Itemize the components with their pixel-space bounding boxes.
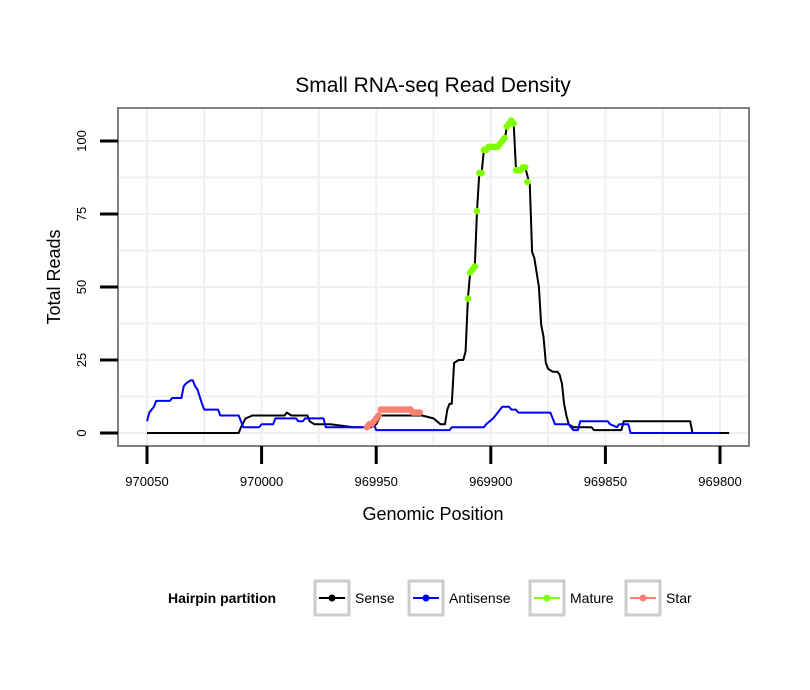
mature-point <box>521 164 529 171</box>
legend-title: Hairpin partition <box>168 590 276 606</box>
legend-item-mature: Mature <box>528 579 614 617</box>
legend-label: Mature <box>570 590 614 606</box>
legend-item-antisense: Antisense <box>407 579 511 617</box>
legend: Hairpin partition Sense Antisense Mature St… <box>168 579 692 617</box>
legend-key-point <box>543 594 551 602</box>
mature-point <box>501 134 508 142</box>
series-layer <box>146 117 730 434</box>
chart-title: Small RNA-seq Read Density <box>295 74 571 97</box>
star-point <box>375 412 382 419</box>
x-tick-label: 970050 <box>125 474 168 489</box>
grid-lines <box>119 109 748 445</box>
y-tick-label: 75 <box>74 207 89 221</box>
legend-item-sense: Sense <box>313 579 395 617</box>
x-tick-label: 970000 <box>240 474 283 489</box>
y-axis-label: Total Reads <box>44 229 64 324</box>
legend-item-star: Star <box>624 579 692 617</box>
series-points-star <box>363 406 424 431</box>
x-tick-label: 969850 <box>584 474 627 489</box>
legend-key-point <box>639 594 647 602</box>
series-points-mature <box>464 117 531 303</box>
x-tick-label: 969900 <box>469 474 512 489</box>
axes: 970050 970000 969950 969900 969850 969800 0 25 5… <box>74 130 742 489</box>
legend-label: Antisense <box>449 590 511 606</box>
x-tick-label: 969800 <box>698 474 741 489</box>
x-axis-label: Genomic Position <box>362 504 503 524</box>
mature-point <box>524 178 531 186</box>
mature-point <box>471 263 479 270</box>
star-point <box>416 409 424 416</box>
mature-point <box>478 169 485 177</box>
mature-point <box>510 120 517 127</box>
legend-label: Star <box>666 590 692 606</box>
y-tick-label: 50 <box>74 280 89 294</box>
y-tick-label: 0 <box>74 429 89 436</box>
legend-label: Sense <box>355 590 395 606</box>
legend-key-point <box>328 594 336 602</box>
y-tick-label: 25 <box>74 353 89 367</box>
mature-point <box>464 295 472 303</box>
legend-key-point <box>422 594 430 602</box>
y-tick-label: 100 <box>74 130 89 152</box>
x-tick-label: 969950 <box>355 474 398 489</box>
mature-point <box>473 207 481 215</box>
